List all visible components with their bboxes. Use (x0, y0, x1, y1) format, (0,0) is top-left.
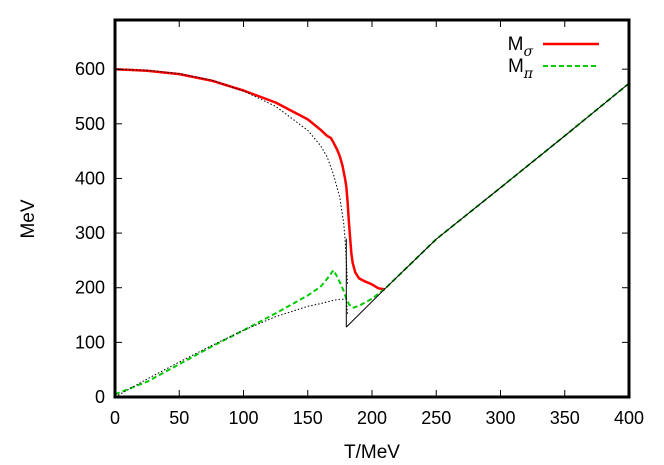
x-tick-label: 350 (550, 408, 580, 428)
plot-curves (114, 67, 630, 398)
y-tick-label: 200 (75, 278, 105, 298)
x-tick-label: 250 (421, 408, 451, 428)
y-tick-label: 600 (75, 59, 105, 79)
reference-curve-4 (345, 83, 630, 328)
x-tick-label: 0 (110, 408, 120, 428)
x-axis-label: T/MeV (344, 442, 400, 463)
y-tick-label: 500 (75, 114, 105, 134)
y-axis-tick-labels: 0 100 200 300 400 500 600 (75, 59, 105, 407)
y-tick-label: 100 (75, 332, 105, 352)
x-tick-label: 300 (485, 408, 515, 428)
y-axis-ticks (115, 68, 629, 398)
x-tick-label: 100 (228, 408, 258, 428)
series-m-pi-line (114, 82, 630, 396)
y-tick-label: 0 (95, 387, 105, 407)
x-tick-label: 400 (614, 408, 644, 428)
y-axis-label: MeV (18, 199, 39, 238)
x-tick-label: 150 (293, 408, 323, 428)
reference-curve-3 (114, 298, 349, 398)
y-tick-label: 300 (75, 223, 105, 243)
y-tick-label: 400 (75, 168, 105, 188)
series-m-sigma-line (114, 67, 386, 291)
legend-label-pi: Mπ (508, 56, 534, 82)
reference-curve-2 (114, 68, 349, 286)
x-axis-ticks (114, 20, 630, 397)
x-tick-label: 200 (357, 408, 387, 428)
x-tick-label: 50 (169, 408, 189, 428)
x-axis-tick-labels: 0 50 100 150 200 250 300 350 400 (110, 408, 644, 428)
legend-label-sigma: Mσ (508, 34, 534, 60)
